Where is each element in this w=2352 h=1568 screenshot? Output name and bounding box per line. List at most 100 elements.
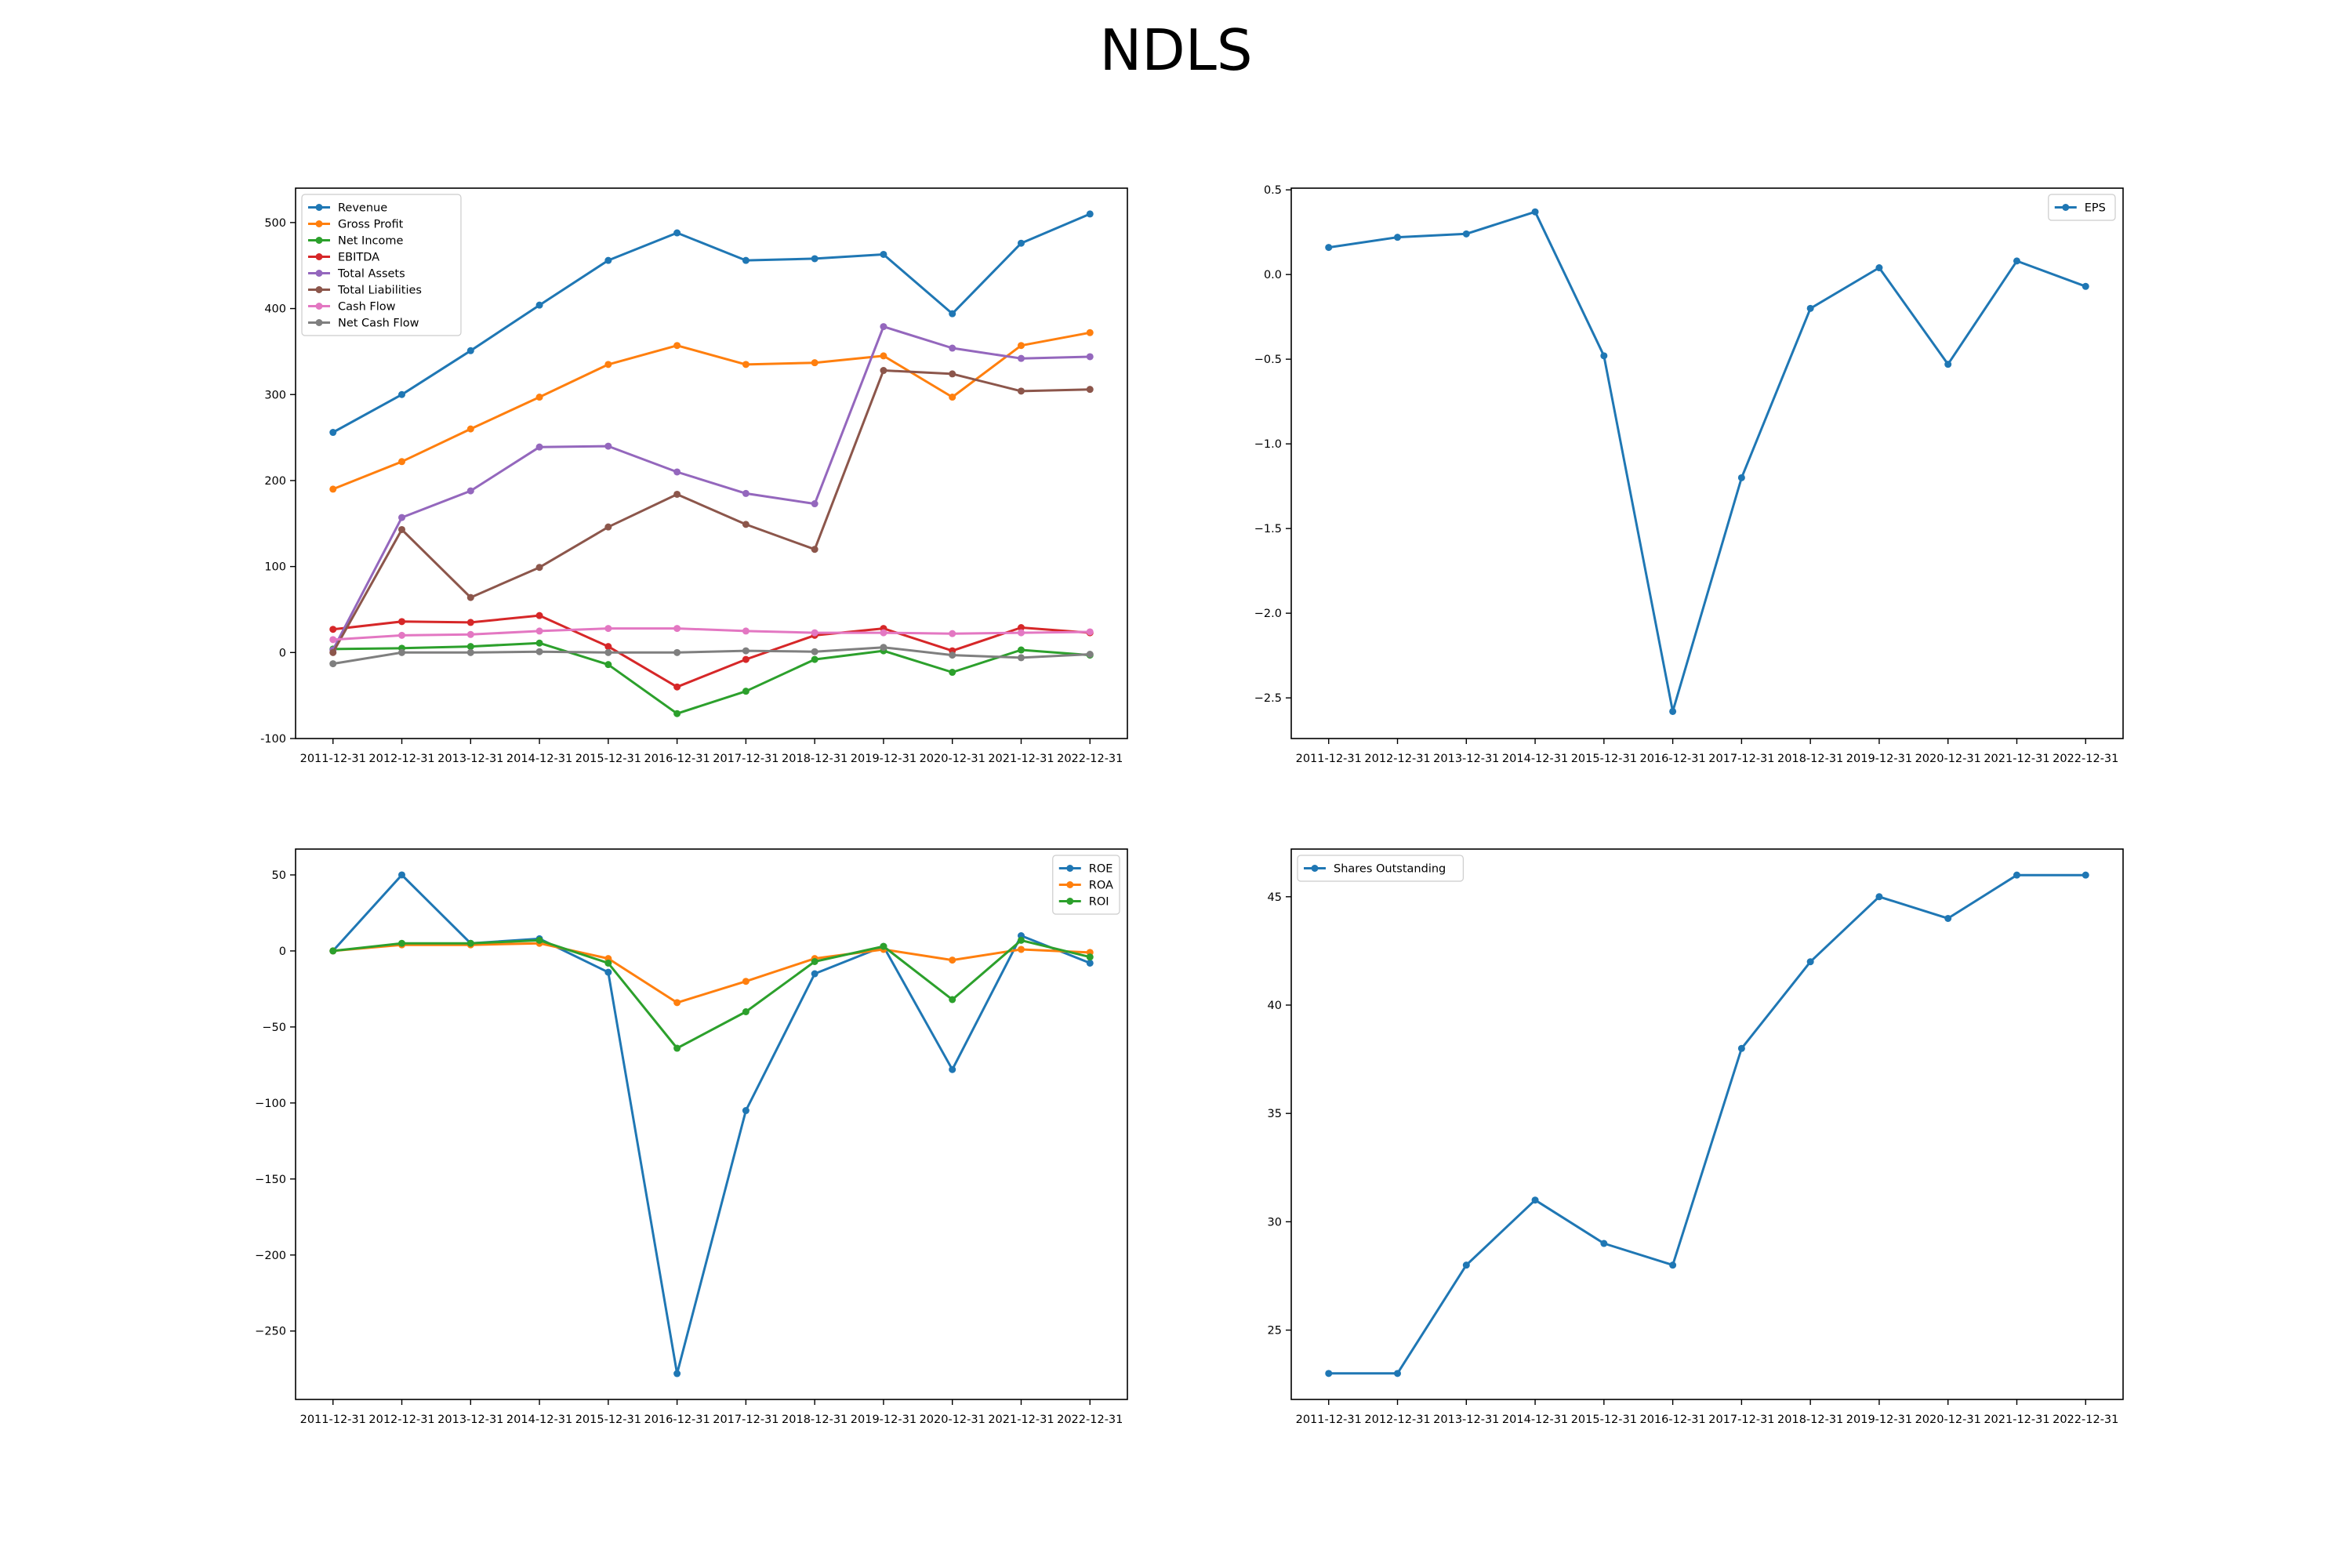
x-tick-label: 2011-12-31 — [1296, 1414, 1362, 1426]
data-point — [329, 648, 337, 656]
data-point — [1017, 239, 1025, 247]
x-tick-label: 2021-12-31 — [1984, 753, 2049, 765]
series-line-total-assets — [332, 325, 1091, 651]
data-point — [1086, 386, 1094, 394]
data-point — [1086, 210, 1094, 218]
data-point — [1017, 646, 1025, 654]
data-point — [742, 647, 750, 655]
data-point — [535, 301, 543, 309]
data-point — [604, 959, 612, 967]
x-tick-label: 2011-12-31 — [300, 1414, 366, 1426]
x-tick-label: 2014-12-31 — [1502, 753, 1568, 765]
data-point — [742, 655, 750, 663]
data-point — [2082, 871, 2089, 879]
legend-marker — [315, 270, 323, 277]
data-point — [742, 521, 750, 528]
y-tick-label: 45 — [1268, 891, 1282, 904]
x-tick-label: 2019-12-31 — [851, 1414, 916, 1426]
y-tick-label: 0 — [279, 647, 286, 659]
legend: EPS — [2048, 194, 2116, 221]
plot-area-frame — [1290, 848, 2124, 1400]
data-point — [466, 648, 474, 656]
y-tick-label: −50 — [262, 1022, 286, 1034]
data-point — [535, 639, 543, 647]
data-point — [673, 648, 681, 656]
x-tick-label: 2012-12-31 — [368, 753, 434, 765]
legend-label: Total Assets — [337, 268, 405, 281]
legend-marker — [1311, 865, 1319, 872]
data-point — [742, 1107, 750, 1115]
y-tick-label: −100 — [255, 1098, 286, 1110]
data-point — [742, 489, 750, 497]
data-point — [811, 255, 818, 263]
x-tick-label: 2018-12-31 — [782, 1414, 848, 1426]
data-point — [673, 490, 681, 498]
data-point — [1944, 361, 1952, 368]
data-point — [742, 978, 750, 985]
x-tick-label: 2014-12-31 — [1502, 1414, 1568, 1426]
x-tick-label: 2016-12-31 — [644, 753, 710, 765]
data-point — [811, 970, 818, 978]
y-tick-label: 0.5 — [1264, 184, 1282, 197]
data-point — [742, 361, 750, 368]
data-point — [398, 939, 406, 947]
chart-panel-3: 2011-12-31 2012-12-31 2013-12-31 2014-12-31… — [255, 848, 1128, 1426]
x-tick-label: 2015-12-31 — [575, 753, 641, 765]
y-tick-label: 30 — [1268, 1216, 1282, 1229]
data-point — [329, 626, 337, 633]
y-tick-label: 100 — [264, 561, 286, 574]
legend-label: Total Liabilities — [337, 285, 422, 297]
data-point — [466, 425, 474, 433]
x-tick-label: 2021-12-31 — [1984, 1414, 2049, 1426]
x-tick-label: 2018-12-31 — [782, 753, 848, 765]
data-point — [673, 999, 681, 1007]
x-tick-label: 2021-12-31 — [988, 753, 1054, 765]
x-tick-label: 2016-12-31 — [644, 1414, 710, 1426]
data-point — [949, 956, 956, 964]
data-point — [535, 443, 543, 451]
chart-panel-1: 2011-12-31 2012-12-31 2013-12-31 2014-12-31… — [260, 187, 1128, 765]
data-point — [1086, 628, 1094, 636]
y-tick-label: 300 — [264, 389, 286, 401]
y-tick-label: 500 — [264, 217, 286, 230]
y-tick-label: −150 — [255, 1174, 286, 1186]
data-point — [673, 683, 681, 691]
data-point — [949, 310, 956, 318]
chart-panel-4: 2011-12-31 2012-12-31 2013-12-31 2014-12-31… — [1268, 848, 2124, 1426]
data-point — [1875, 264, 1883, 272]
data-point — [1017, 936, 1025, 944]
x-tick-label: 2017-12-31 — [1708, 1414, 1774, 1426]
data-point — [880, 250, 887, 258]
legend-marker — [2062, 204, 2070, 211]
legend-label: ROE — [1089, 863, 1113, 876]
data-point — [811, 958, 818, 966]
series-line-gross-profit — [332, 331, 1091, 491]
series-line-total-liabilities — [332, 369, 1091, 654]
x-tick-label: 2019-12-31 — [1846, 753, 1912, 765]
plot-area-frame — [295, 848, 1128, 1400]
legend-marker — [1066, 898, 1074, 905]
x-tick-label: 2022-12-31 — [2053, 753, 2118, 765]
x-tick-label: 2017-12-31 — [713, 1414, 779, 1426]
legend-marker — [315, 253, 323, 260]
data-point — [604, 625, 612, 633]
data-point — [1325, 244, 1333, 252]
data-point — [1017, 354, 1025, 362]
data-point — [1086, 651, 1094, 659]
data-point — [535, 612, 543, 619]
data-point — [1669, 1261, 1677, 1269]
data-point — [811, 655, 818, 663]
data-point — [1737, 1044, 1745, 1052]
x-tick-label: 2016-12-31 — [1639, 753, 1705, 765]
data-point — [949, 394, 956, 401]
data-point — [604, 361, 612, 368]
legend-marker — [315, 319, 323, 326]
data-point — [329, 636, 337, 644]
y-tick-label: −2.5 — [1254, 692, 1282, 705]
data-point — [811, 546, 818, 554]
legend-marker — [315, 237, 323, 244]
x-tick-label: 2011-12-31 — [1296, 753, 1362, 765]
data-point — [535, 627, 543, 635]
x-tick-label: 2022-12-31 — [2053, 1414, 2118, 1426]
legend-marker — [1066, 881, 1074, 888]
